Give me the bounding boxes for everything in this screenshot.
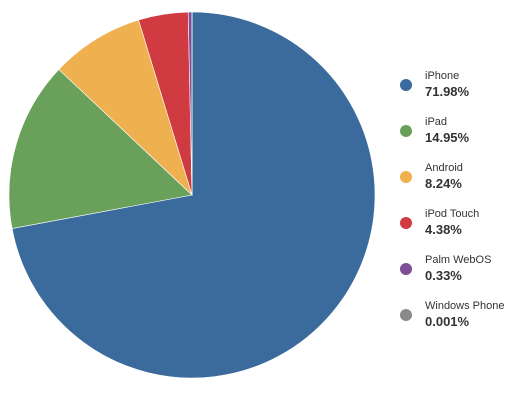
legend-label: iPhone [425,70,460,82]
legend-dot-icon [400,263,412,275]
legend-value: 14.95% [425,130,470,145]
legend-value: 4.38% [425,222,462,237]
legend-item-ipod-touch[interactable]: iPod Touch 4.38% [398,208,528,254]
legend-dot-icon [400,125,412,137]
legend-label: iPad [425,116,448,128]
legend-label: Palm WebOS [425,254,492,266]
legend-value: 71.98% [425,84,470,99]
legend-label: Android [425,162,463,174]
legend-item-android[interactable]: Android 8.24% [398,162,528,208]
legend-item-palm-webos[interactable]: Palm WebOS 0.33% [398,254,528,300]
legend-dot-icon [400,217,412,229]
legend-item-windows-phone[interactable]: Windows Phone 0.001% [398,300,528,346]
legend-value: 8.24% [425,176,462,191]
legend-label: iPod Touch [425,208,480,220]
pie-slice-iphone[interactable] [11,11,376,379]
legend: iPhone 71.98% iPad 14.95% Android 8.24% iPod T… [398,70,528,346]
legend-dot-icon [400,171,412,183]
legend-value: 0.001% [425,314,470,329]
legend-label: Windows Phone [425,300,505,312]
legend-item-ipad[interactable]: iPad 14.95% [398,116,528,162]
legend-item-iphone[interactable]: iPhone 71.98% [398,70,528,116]
pie-slice-ipad[interactable] [8,69,193,229]
pie-slice-android[interactable] [58,19,193,196]
legend-dot-icon [400,79,412,91]
legend-value: 0.33% [425,268,462,283]
legend-dot-icon [400,309,412,321]
